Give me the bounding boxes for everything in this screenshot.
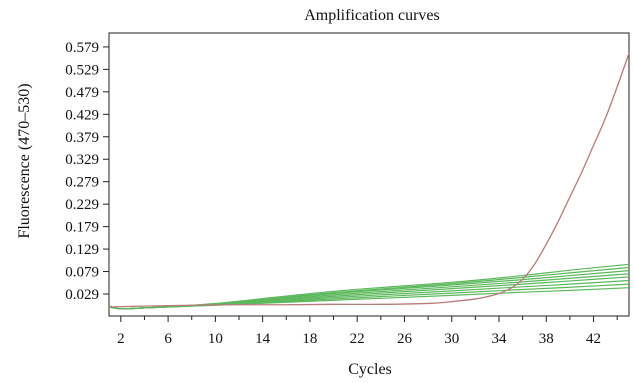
series-line	[108, 287, 630, 310]
x-tick-label: 26	[397, 331, 413, 347]
x-tick-label: 14	[255, 331, 271, 347]
y-tick-label: 0.429	[65, 107, 99, 123]
chart-title: Amplification curves	[304, 7, 440, 24]
series-line	[108, 52, 630, 308]
y-tick-label: 0.329	[65, 152, 99, 168]
y-tick-label: 0.579	[65, 40, 99, 56]
y-tick-label: 0.079	[65, 265, 99, 281]
y-tick-label: 0.279	[65, 175, 99, 191]
x-axis-title: Cycles	[348, 361, 392, 378]
x-tick-label: 42	[586, 331, 601, 347]
plot-frame	[108, 32, 630, 317]
x-tick-label: 30	[444, 331, 459, 347]
y-tick-label: 0.029	[65, 287, 99, 303]
x-tick-label: 10	[208, 331, 223, 347]
series-lines	[108, 52, 630, 310]
x-tick-label: 2	[117, 331, 125, 347]
x-tick-label: 34	[492, 331, 508, 347]
series-line	[108, 263, 630, 310]
y-tick-label: 0.229	[65, 197, 99, 213]
y-axis-title: Fluorescence (470–530)	[16, 83, 33, 238]
y-tick-label: 0.129	[65, 242, 99, 258]
y-tick-label: 0.379	[65, 130, 99, 146]
axis-ticks: 0.029 0.079 0.129 0.179 0.229 0.279 0.329 0.379…	[65, 40, 618, 347]
x-tick-label: 22	[350, 331, 365, 347]
y-tick-label: 0.479	[65, 85, 99, 101]
y-tick-label: 0.179	[65, 220, 99, 236]
y-tick-label: 0.529	[65, 62, 99, 78]
x-tick-label: 6	[164, 331, 172, 347]
x-tick-label: 18	[302, 331, 317, 347]
x-tick-label: 38	[539, 331, 554, 347]
